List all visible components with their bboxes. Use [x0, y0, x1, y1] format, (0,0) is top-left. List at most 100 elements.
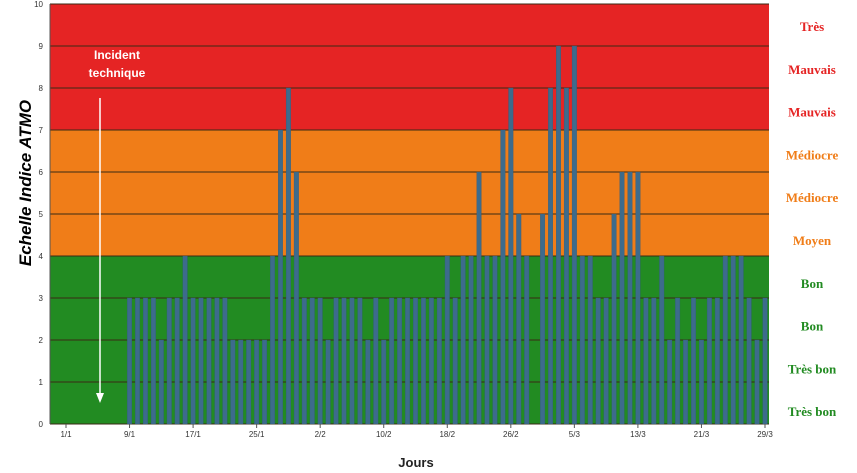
- bar-24-2: [492, 255, 498, 425]
- bar-2-2: [317, 297, 323, 425]
- bar-13-3: [635, 171, 641, 425]
- x-tick-29-3: 29/3: [757, 430, 773, 439]
- bar-21-1: [222, 297, 228, 425]
- bar-11-2: [389, 297, 395, 425]
- bar-15-1: [174, 297, 180, 425]
- bar-4-2: [333, 297, 339, 425]
- bar-25-1: [254, 339, 260, 425]
- bar-7-2: [357, 297, 363, 425]
- category-label-6: Bon: [801, 276, 824, 291]
- x-tick-1-1: 1/1: [60, 430, 72, 439]
- bar-3-3: [556, 45, 561, 425]
- bar-28-2: [524, 255, 530, 425]
- bar-24-3: [722, 255, 728, 425]
- bar-3-2: [325, 339, 331, 425]
- y-tick-4: 4: [39, 252, 44, 261]
- bar-11-3: [619, 171, 625, 425]
- bar-19-3: [683, 339, 689, 425]
- bar-8-2: [365, 339, 371, 425]
- y-tick-10: 10: [34, 0, 43, 9]
- bar-23-3: [714, 297, 720, 425]
- bar-18-3: [675, 297, 681, 425]
- bar-17-3: [667, 339, 673, 425]
- bar-27-2: [516, 213, 522, 425]
- bar-19-2: [452, 297, 458, 425]
- bar-9-1: [127, 297, 132, 425]
- bar-25-3: [730, 255, 736, 425]
- bar-16-2: [428, 297, 434, 425]
- y-tick-8: 8: [39, 84, 44, 93]
- bar-22-2: [476, 171, 482, 425]
- bar-2-3: [548, 87, 553, 425]
- bar-27-3: [746, 297, 752, 425]
- bar-6-3: [579, 255, 585, 425]
- bar-25-2: [500, 129, 506, 425]
- bar-30-1: [293, 171, 299, 425]
- x-tick-17-1: 17/1: [185, 430, 201, 439]
- bar-26-3: [738, 255, 744, 425]
- bar-12-3: [627, 171, 633, 425]
- y-tick-9: 9: [39, 42, 44, 51]
- band-1: [50, 130, 769, 256]
- category-label-8: Très bon: [788, 361, 837, 376]
- bar-22-1: [230, 339, 236, 425]
- y-tick-2: 2: [39, 336, 44, 345]
- band-2: [50, 4, 769, 130]
- bar-23-2: [484, 255, 490, 425]
- x-tick-26-2: 26/2: [503, 430, 519, 439]
- category-label-3: Médiocre: [786, 147, 839, 162]
- bar-13-1: [158, 339, 164, 425]
- bar-17-1: [190, 297, 196, 425]
- bar-series: [127, 45, 768, 425]
- category-label-5: Moyen: [793, 233, 832, 248]
- incident-annotation: Incident technique: [89, 48, 146, 403]
- x-tick-9-1: 9/1: [124, 430, 136, 439]
- bar-28-3: [754, 339, 760, 425]
- y-tick-6: 6: [39, 168, 44, 177]
- bar-15-3: [651, 297, 657, 425]
- bar-10-3: [611, 213, 617, 425]
- bar-26-2: [508, 87, 514, 425]
- category-labels: Très Mauvais Mauvais Médiocre Médiocre Moyen B…: [786, 19, 839, 419]
- bar-14-2: [413, 297, 418, 425]
- bar-17-2: [436, 297, 442, 425]
- bar-18-1: [198, 297, 204, 425]
- bar-31-1: [301, 297, 307, 425]
- x-tick-21-3: 21/3: [694, 430, 710, 439]
- bar-8-3: [595, 297, 601, 425]
- y-tick-7: 7: [39, 126, 44, 135]
- bar-1-3: [540, 213, 546, 425]
- bar-16-3: [659, 255, 665, 425]
- bar-5-3: [571, 45, 577, 425]
- x-tick-2-2: 2/2: [315, 430, 327, 439]
- bar-21-3: [699, 339, 704, 425]
- bar-11-1: [142, 297, 148, 425]
- bar-9-2: [373, 297, 379, 425]
- bar-26-1: [262, 339, 268, 425]
- bar-27-1: [270, 255, 275, 425]
- bar-19-1: [206, 297, 212, 425]
- x-tick-18-2: 18/2: [439, 430, 455, 439]
- bar-9-3: [603, 297, 609, 425]
- bar-20-3: [691, 297, 696, 425]
- bar-14-3: [643, 297, 649, 425]
- bar-22-3: [706, 297, 712, 425]
- x-tick-5-3: 5/3: [569, 430, 581, 439]
- category-label-9: Très bon: [788, 404, 837, 419]
- bar-18-2: [444, 255, 450, 425]
- y-axis-label: Echelle Indice ATMO: [16, 100, 35, 266]
- bar-7-3: [587, 255, 593, 425]
- bar-21-2: [468, 255, 474, 425]
- bar-24-1: [246, 339, 252, 425]
- category-label-0: Très: [800, 19, 824, 34]
- y-tick-5: 5: [39, 210, 44, 219]
- y-tick-3: 3: [39, 294, 44, 303]
- bar-20-1: [214, 297, 220, 425]
- x-tick-13-3: 13/3: [630, 430, 646, 439]
- category-label-1: Mauvais: [788, 62, 836, 77]
- bar-10-1: [135, 297, 140, 425]
- bar-5-2: [341, 297, 347, 425]
- y-axis-ticks: 0 1 2 3 4 5 6 7 8 9 10: [34, 0, 43, 429]
- bar-28-1: [278, 129, 283, 425]
